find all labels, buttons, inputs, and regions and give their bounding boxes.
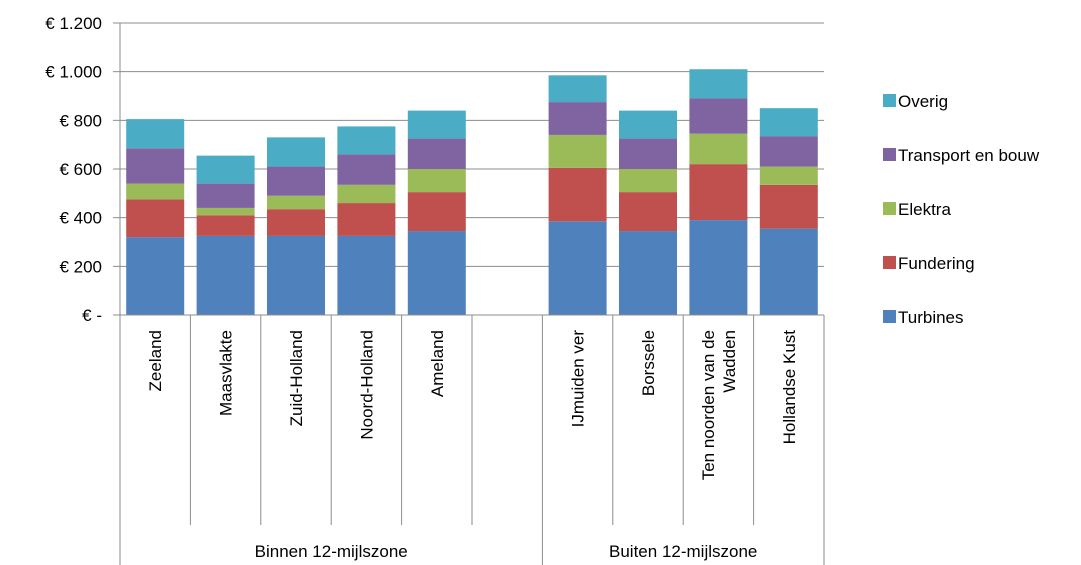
y-tick-label: € 600	[59, 160, 102, 179]
bar-segment	[196, 215, 255, 236]
bar-segment	[619, 231, 677, 315]
legend-label: Overig	[898, 92, 948, 111]
bar-segment	[407, 138, 466, 169]
category-label: Noord-Holland	[357, 330, 376, 440]
bar-segment	[407, 169, 466, 193]
category-label: Borssele	[639, 330, 658, 396]
bar-segment	[337, 184, 396, 204]
legend-label: Elektra	[898, 200, 951, 219]
category-label: IJmuiden ver	[569, 330, 588, 428]
legend-label: Turbines	[898, 308, 964, 327]
legend-swatch	[883, 256, 896, 269]
category-label: Ameland	[428, 330, 447, 397]
legend-swatch	[883, 202, 896, 215]
category-label: Zeeland	[146, 330, 165, 391]
bar-segment	[548, 167, 607, 222]
bar-segment	[337, 235, 396, 315]
y-tick-label: € 800	[59, 111, 102, 130]
bar-segment	[759, 166, 818, 185]
bar-segment	[337, 154, 396, 185]
category-label: Wadden	[720, 330, 739, 393]
y-tick-label: € 200	[59, 257, 102, 276]
bar-segment	[689, 69, 748, 99]
bar-segment	[267, 209, 325, 236]
bar-segment	[126, 183, 185, 200]
y-tick-label: € 1.200	[45, 14, 102, 33]
y-axis-ticks: € - € 200 € 400 € 600 € 800 € 1.000 € 1.200	[45, 14, 102, 325]
bar-segment	[407, 231, 466, 315]
y-tick-label: € 400	[59, 209, 102, 228]
group-label: Buiten 12-mijlszone	[609, 542, 757, 561]
bar-segment	[759, 108, 818, 137]
bar-segment	[689, 164, 748, 221]
bar-segment	[759, 136, 818, 167]
bar-segment	[548, 134, 607, 168]
bar-segment	[407, 110, 466, 139]
category-label: Ten noorden van de	[699, 330, 718, 480]
legend: Overig Transport en bouw Elektra Fundering T…	[883, 92, 1040, 327]
category-label: Hollandse Kust	[780, 330, 799, 445]
bar-segment	[337, 126, 396, 155]
category-label: Zuid-Holland	[287, 330, 306, 426]
bars	[126, 69, 818, 315]
bar-segment	[548, 75, 607, 103]
bar-segment	[619, 192, 677, 232]
group-label: Binnen 12-mijlszone	[255, 542, 408, 561]
bar-segment	[267, 137, 325, 167]
legend-label: Fundering	[898, 254, 975, 273]
bar-segment	[619, 110, 677, 139]
bar-segment	[126, 148, 185, 184]
bar-segment	[337, 203, 396, 236]
bar-segment	[196, 207, 255, 216]
bar-segment	[689, 133, 748, 165]
bar-segment	[759, 228, 818, 315]
legend-swatch	[883, 310, 896, 323]
axes	[113, 22, 825, 565]
bar-segment	[548, 221, 607, 315]
y-tick-label: € 1.000	[45, 63, 102, 82]
bar-segment	[126, 237, 185, 315]
bar-segment	[267, 195, 325, 210]
bar-segment	[619, 169, 677, 193]
bar-segment	[267, 235, 325, 315]
group-labels: Binnen 12-mijlszone Buiten 12-mijlszone	[255, 542, 758, 561]
legend-swatch	[883, 148, 896, 161]
bar-segment	[548, 102, 607, 135]
bar-segment	[689, 98, 748, 134]
bar-segment	[126, 199, 185, 238]
legend-label: Transport en bouw	[898, 146, 1040, 165]
category-label: Maasvlakte	[217, 330, 236, 416]
category-labels: Zeeland Maasvlakte Zuid-Holland Noord-Holla…	[146, 330, 799, 481]
bar-segment	[619, 138, 677, 169]
legend-swatch	[883, 94, 896, 107]
bar-segment	[126, 119, 185, 149]
bar-segment	[689, 220, 748, 315]
y-tick-label: € -	[82, 306, 102, 325]
bar-segment	[267, 166, 325, 196]
bar-segment	[407, 192, 466, 232]
bar-segment	[196, 155, 255, 184]
bar-segment	[759, 184, 818, 229]
bar-segment	[196, 235, 255, 315]
bar-segment	[196, 183, 255, 208]
